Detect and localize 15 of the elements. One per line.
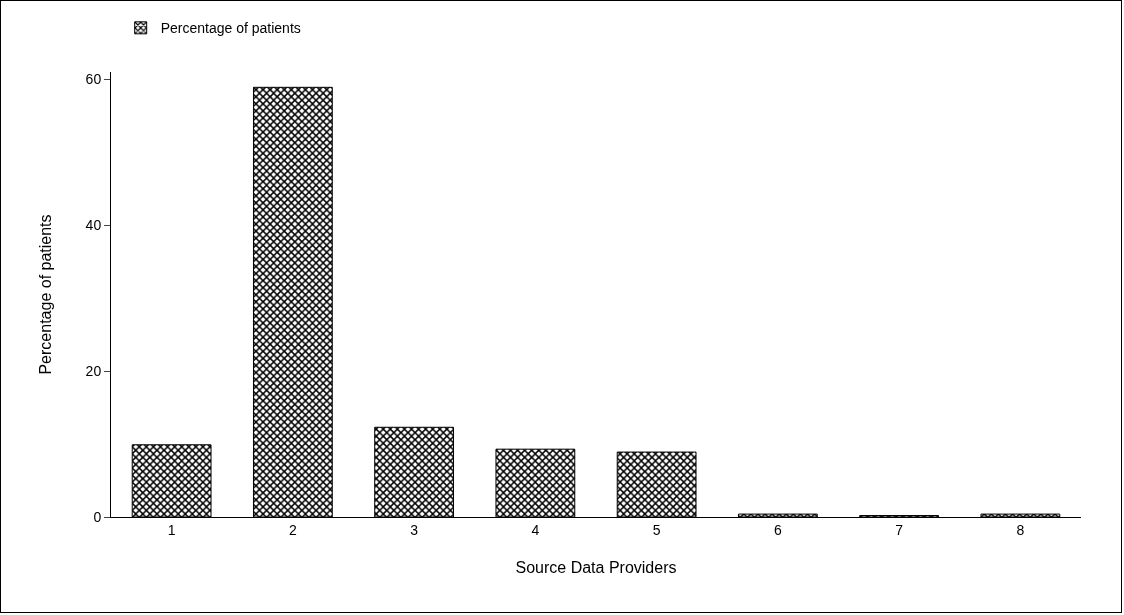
y-tick-label: 0: [93, 508, 102, 525]
x-tick-label: 3: [410, 521, 419, 538]
y-axis-title: Percentage of patients: [36, 214, 54, 375]
x-tick-label: 7: [895, 521, 904, 538]
x-tick-label: 8: [1016, 521, 1025, 538]
x-tick-label: 5: [652, 521, 661, 538]
y-tick-label: 20: [85, 363, 102, 379]
x-tick-label: 1: [167, 521, 176, 538]
y-tick-label: 40: [85, 217, 102, 234]
y-tick-label: 60: [85, 71, 102, 88]
x-tick-label: 4: [531, 521, 540, 538]
x-tick-label: 6: [773, 521, 782, 538]
text: Percentage of patients: [160, 20, 301, 37]
x-axis-title: Source Data Providers: [515, 559, 677, 577]
x-tick-label: 2: [288, 521, 297, 538]
